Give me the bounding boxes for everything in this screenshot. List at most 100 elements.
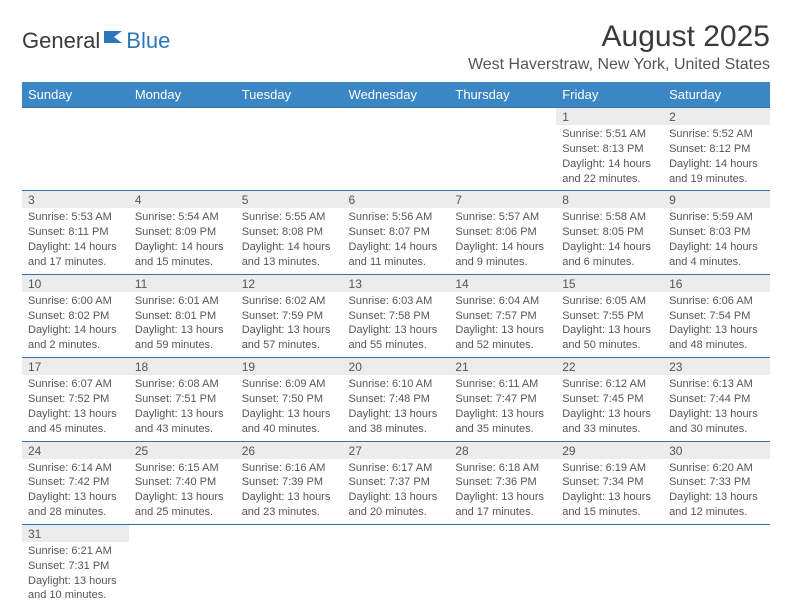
- sunrise-text: Sunrise: 5:53 AM: [28, 210, 123, 225]
- day-number-cell: 24: [22, 441, 129, 459]
- day-details-cell: Sunrise: 6:18 AMSunset: 7:36 PMDaylight:…: [449, 459, 556, 525]
- day-number-cell: 25: [129, 441, 236, 459]
- sunset-text: Sunset: 8:08 PM: [242, 225, 337, 240]
- sunrise-text: Sunrise: 6:00 AM: [28, 294, 123, 309]
- day-details-cell: Sunrise: 6:17 AMSunset: 7:37 PMDaylight:…: [343, 459, 450, 525]
- day-details-cell: [449, 125, 556, 191]
- sunrise-text: Sunrise: 5:57 AM: [455, 210, 550, 225]
- sunrise-text: Sunrise: 5:58 AM: [562, 210, 657, 225]
- daylight-text: Daylight: 13 hours and 38 minutes.: [349, 407, 444, 437]
- day-details-cell: Sunrise: 6:10 AMSunset: 7:48 PMDaylight:…: [343, 375, 450, 441]
- day-header: Thursday: [449, 82, 556, 108]
- sunset-text: Sunset: 7:42 PM: [28, 475, 123, 490]
- details-row: Sunrise: 6:21 AMSunset: 7:31 PMDaylight:…: [22, 542, 770, 607]
- daylight-text: Daylight: 14 hours and 13 minutes.: [242, 240, 337, 270]
- sunset-text: Sunset: 7:48 PM: [349, 392, 444, 407]
- day-number-cell: 26: [236, 441, 343, 459]
- sunrise-text: Sunrise: 6:11 AM: [455, 377, 550, 392]
- day-number-cell: [556, 524, 663, 542]
- daylight-text: Daylight: 14 hours and 22 minutes.: [562, 157, 657, 187]
- day-number-cell: 30: [663, 441, 770, 459]
- sunset-text: Sunset: 7:58 PM: [349, 309, 444, 324]
- daylight-text: Daylight: 13 hours and 25 minutes.: [135, 490, 230, 520]
- day-details-cell: [129, 125, 236, 191]
- day-number-cell: 31: [22, 524, 129, 542]
- daynum-row: 31: [22, 524, 770, 542]
- daylight-text: Daylight: 13 hours and 30 minutes.: [669, 407, 764, 437]
- sunrise-text: Sunrise: 6:18 AM: [455, 461, 550, 476]
- day-details-cell: Sunrise: 6:19 AMSunset: 7:34 PMDaylight:…: [556, 459, 663, 525]
- sunset-text: Sunset: 7:40 PM: [135, 475, 230, 490]
- day-number-cell: 6: [343, 191, 450, 209]
- day-number-cell: 8: [556, 191, 663, 209]
- day-details-cell: Sunrise: 6:01 AMSunset: 8:01 PMDaylight:…: [129, 292, 236, 358]
- daynum-row: 12: [22, 108, 770, 126]
- sunrise-text: Sunrise: 6:12 AM: [562, 377, 657, 392]
- day-details-cell: Sunrise: 6:06 AMSunset: 7:54 PMDaylight:…: [663, 292, 770, 358]
- day-number-cell: [343, 108, 450, 126]
- sunset-text: Sunset: 7:57 PM: [455, 309, 550, 324]
- daylight-text: Daylight: 14 hours and 4 minutes.: [669, 240, 764, 270]
- sunrise-text: Sunrise: 6:03 AM: [349, 294, 444, 309]
- day-number-cell: 17: [22, 358, 129, 376]
- daylight-text: Daylight: 14 hours and 11 minutes.: [349, 240, 444, 270]
- day-number-cell: 13: [343, 274, 450, 292]
- details-row: Sunrise: 5:53 AMSunset: 8:11 PMDaylight:…: [22, 208, 770, 274]
- day-details-cell: Sunrise: 6:11 AMSunset: 7:47 PMDaylight:…: [449, 375, 556, 441]
- calendar-table: SundayMondayTuesdayWednesdayThursdayFrid…: [22, 82, 770, 607]
- daynum-row: 3456789: [22, 191, 770, 209]
- daylight-text: Daylight: 13 hours and 28 minutes.: [28, 490, 123, 520]
- daylight-text: Daylight: 13 hours and 57 minutes.: [242, 323, 337, 353]
- sunset-text: Sunset: 7:44 PM: [669, 392, 764, 407]
- daylight-text: Daylight: 14 hours and 2 minutes.: [28, 323, 123, 353]
- sunset-text: Sunset: 7:37 PM: [349, 475, 444, 490]
- day-details-cell: [556, 542, 663, 607]
- sunrise-text: Sunrise: 6:01 AM: [135, 294, 230, 309]
- flag-icon: [104, 29, 124, 50]
- daylight-text: Daylight: 13 hours and 35 minutes.: [455, 407, 550, 437]
- day-details-cell: Sunrise: 5:52 AMSunset: 8:12 PMDaylight:…: [663, 125, 770, 191]
- day-header: Tuesday: [236, 82, 343, 108]
- day-details-cell: [449, 542, 556, 607]
- day-details-cell: Sunrise: 6:12 AMSunset: 7:45 PMDaylight:…: [556, 375, 663, 441]
- day-details-cell: Sunrise: 5:59 AMSunset: 8:03 PMDaylight:…: [663, 208, 770, 274]
- details-row: Sunrise: 5:51 AMSunset: 8:13 PMDaylight:…: [22, 125, 770, 191]
- sunset-text: Sunset: 7:59 PM: [242, 309, 337, 324]
- daylight-text: Daylight: 14 hours and 9 minutes.: [455, 240, 550, 270]
- sunset-text: Sunset: 7:33 PM: [669, 475, 764, 490]
- day-details-cell: [129, 542, 236, 607]
- sunrise-text: Sunrise: 6:10 AM: [349, 377, 444, 392]
- day-details-cell: Sunrise: 6:00 AMSunset: 8:02 PMDaylight:…: [22, 292, 129, 358]
- daynum-row: 10111213141516: [22, 274, 770, 292]
- sunrise-text: Sunrise: 6:08 AM: [135, 377, 230, 392]
- header: General Blue August 2025 West Haverstraw…: [22, 20, 770, 74]
- day-details-cell: Sunrise: 6:14 AMSunset: 7:42 PMDaylight:…: [22, 459, 129, 525]
- calendar-head: SundayMondayTuesdayWednesdayThursdayFrid…: [22, 82, 770, 108]
- sunrise-text: Sunrise: 5:51 AM: [562, 127, 657, 142]
- day-header: Saturday: [663, 82, 770, 108]
- day-number-cell: 28: [449, 441, 556, 459]
- daylight-text: Daylight: 13 hours and 33 minutes.: [562, 407, 657, 437]
- day-number-cell: [449, 108, 556, 126]
- sunrise-text: Sunrise: 6:14 AM: [28, 461, 123, 476]
- sunset-text: Sunset: 8:01 PM: [135, 309, 230, 324]
- title-block: August 2025 West Haverstraw, New York, U…: [468, 20, 770, 74]
- day-number-cell: 23: [663, 358, 770, 376]
- day-number-cell: 14: [449, 274, 556, 292]
- day-details-cell: Sunrise: 6:20 AMSunset: 7:33 PMDaylight:…: [663, 459, 770, 525]
- daylight-text: Daylight: 13 hours and 20 minutes.: [349, 490, 444, 520]
- day-number-cell: [343, 524, 450, 542]
- daylight-text: Daylight: 13 hours and 15 minutes.: [562, 490, 657, 520]
- sunrise-text: Sunrise: 5:56 AM: [349, 210, 444, 225]
- daylight-text: Daylight: 13 hours and 59 minutes.: [135, 323, 230, 353]
- sunset-text: Sunset: 7:45 PM: [562, 392, 657, 407]
- day-number-cell: 22: [556, 358, 663, 376]
- sunset-text: Sunset: 7:54 PM: [669, 309, 764, 324]
- day-number-cell: 15: [556, 274, 663, 292]
- day-number-cell: [236, 524, 343, 542]
- sunset-text: Sunset: 7:36 PM: [455, 475, 550, 490]
- day-details-cell: Sunrise: 5:54 AMSunset: 8:09 PMDaylight:…: [129, 208, 236, 274]
- day-details-cell: Sunrise: 6:13 AMSunset: 7:44 PMDaylight:…: [663, 375, 770, 441]
- sunset-text: Sunset: 7:55 PM: [562, 309, 657, 324]
- sunset-text: Sunset: 7:39 PM: [242, 475, 337, 490]
